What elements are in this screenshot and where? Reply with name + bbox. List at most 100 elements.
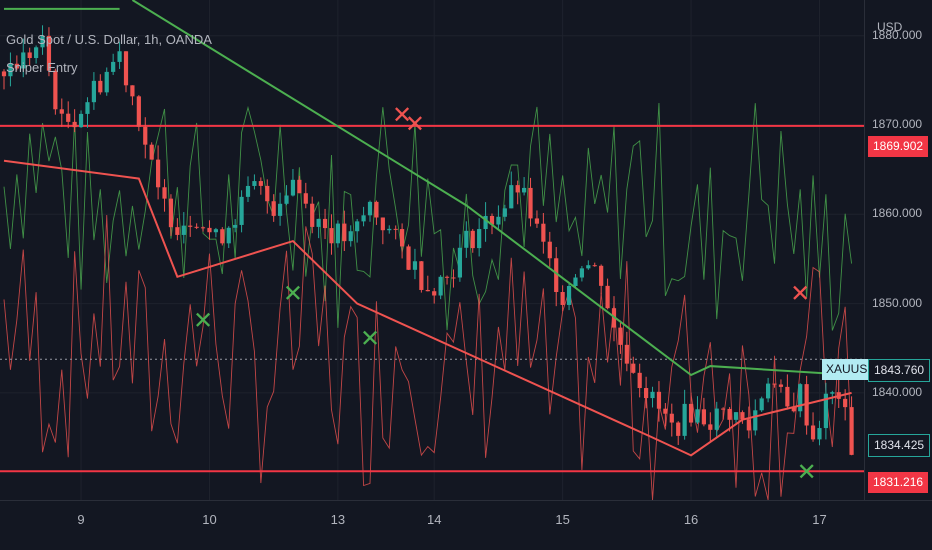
candle-body: [637, 372, 642, 389]
candle-body: [823, 393, 828, 429]
time-tick-label: 10: [202, 512, 217, 527]
candle-body: [406, 246, 411, 270]
candle-body: [727, 408, 732, 420]
candle-body: [252, 181, 257, 186]
candle-body: [200, 227, 206, 229]
candle-body: [111, 61, 116, 72]
candle-body: [27, 52, 32, 59]
symbol-description[interactable]: Gold Spot / U.S. Dollar, 1h, OANDA: [6, 32, 212, 47]
candle-body: [239, 196, 244, 225]
candle-body: [181, 225, 186, 235]
candle-body: [342, 223, 347, 242]
candle-body: [656, 391, 662, 409]
time-tick-label: 15: [555, 512, 570, 527]
candle-body: [297, 179, 302, 194]
candle-body: [316, 218, 321, 227]
candle-body: [496, 216, 501, 225]
current-price-tag: 1834.425: [868, 434, 931, 457]
candle-body: [78, 113, 84, 128]
candle-body: [355, 221, 360, 232]
price-tick-label: 1870.000: [872, 117, 923, 131]
upper-level-price-tag: 1869.902: [868, 136, 929, 157]
candle-body: [393, 228, 398, 230]
candle-body: [117, 51, 122, 62]
candle-body: [400, 229, 405, 247]
candle-body: [502, 208, 507, 217]
candle-body: [361, 215, 366, 222]
candle-body: [554, 258, 559, 292]
candle-body: [528, 187, 533, 219]
candle-body: [650, 391, 655, 399]
candle-body: [701, 409, 706, 425]
candle-body: [708, 424, 713, 430]
candle-body: [213, 229, 218, 233]
candle-body: [374, 201, 379, 218]
candle-body: [387, 228, 392, 231]
candle-body: [798, 384, 803, 412]
price-axis-separator: [864, 0, 865, 500]
candle-body: [592, 265, 597, 267]
signal-marker-green: ✕: [283, 280, 303, 308]
candle-body: [258, 181, 263, 186]
candle-body: [618, 327, 623, 345]
candle-body: [849, 407, 854, 455]
candle-body: [245, 185, 251, 197]
oscillator-red-line: [3, 215, 853, 501]
candle-body: [669, 413, 674, 423]
candle-body: [1, 71, 7, 77]
price-tick-label: 1840.000: [872, 384, 923, 399]
candle-body: [746, 419, 751, 431]
candle-body: [53, 70, 58, 110]
candle-body: [233, 224, 238, 228]
candle-body: [676, 422, 681, 436]
candle-body: [21, 52, 26, 69]
candle-body: [740, 412, 745, 420]
candle-body: [265, 185, 270, 202]
price-tick-label: 1850.000: [872, 295, 923, 310]
currency-label: USD: [877, 20, 903, 34]
candle-body: [66, 113, 71, 122]
lower-level-price-tag: 1831.216: [868, 472, 929, 493]
candle-body: [817, 428, 822, 440]
candle-body: [91, 80, 96, 103]
candle-body: [663, 408, 668, 414]
candle-body: [534, 218, 540, 224]
time-tick-label: 9: [77, 512, 85, 527]
candle-body: [541, 223, 546, 242]
candle-body: [220, 229, 225, 244]
candle-body: [85, 102, 90, 114]
candle-body: [303, 193, 308, 204]
candle-body: [59, 109, 64, 114]
price-tick-label: 1860.000: [872, 206, 923, 221]
candle-body: [104, 71, 109, 93]
time-tick-label: 16: [683, 512, 699, 527]
candle-body: [310, 203, 315, 227]
candle-body: [46, 35, 52, 71]
candle-body: [432, 291, 437, 296]
candle-body: [489, 215, 495, 225]
candle-body: [175, 227, 180, 235]
price-tick-label: 1880.000: [872, 27, 923, 42]
candle-body: [226, 227, 231, 244]
candle-body: [123, 51, 129, 86]
candle-body: [695, 409, 700, 423]
candle-body: [509, 185, 514, 209]
trend-line-green: [131, 0, 852, 377]
candle-body: [547, 241, 552, 259]
candle-body: [419, 261, 424, 290]
trend-line-red: [3, 159, 852, 457]
candle-body: [522, 187, 527, 193]
indicator-name[interactable]: Sniper Entry: [6, 60, 78, 75]
symbol-tag[interactable]: XAUUSD: [822, 359, 881, 380]
candle-body: [682, 403, 687, 436]
signal-marker-red: ✕: [790, 280, 810, 308]
candle-body: [162, 187, 167, 199]
time-axis-separator: [0, 500, 932, 501]
candle-body: [380, 217, 385, 231]
signal-marker-red: ✕: [392, 101, 412, 129]
signal-marker-green: ✕: [360, 324, 380, 352]
candle-body: [194, 226, 199, 228]
candle-body: [14, 63, 19, 69]
candle-body: [772, 383, 777, 385]
